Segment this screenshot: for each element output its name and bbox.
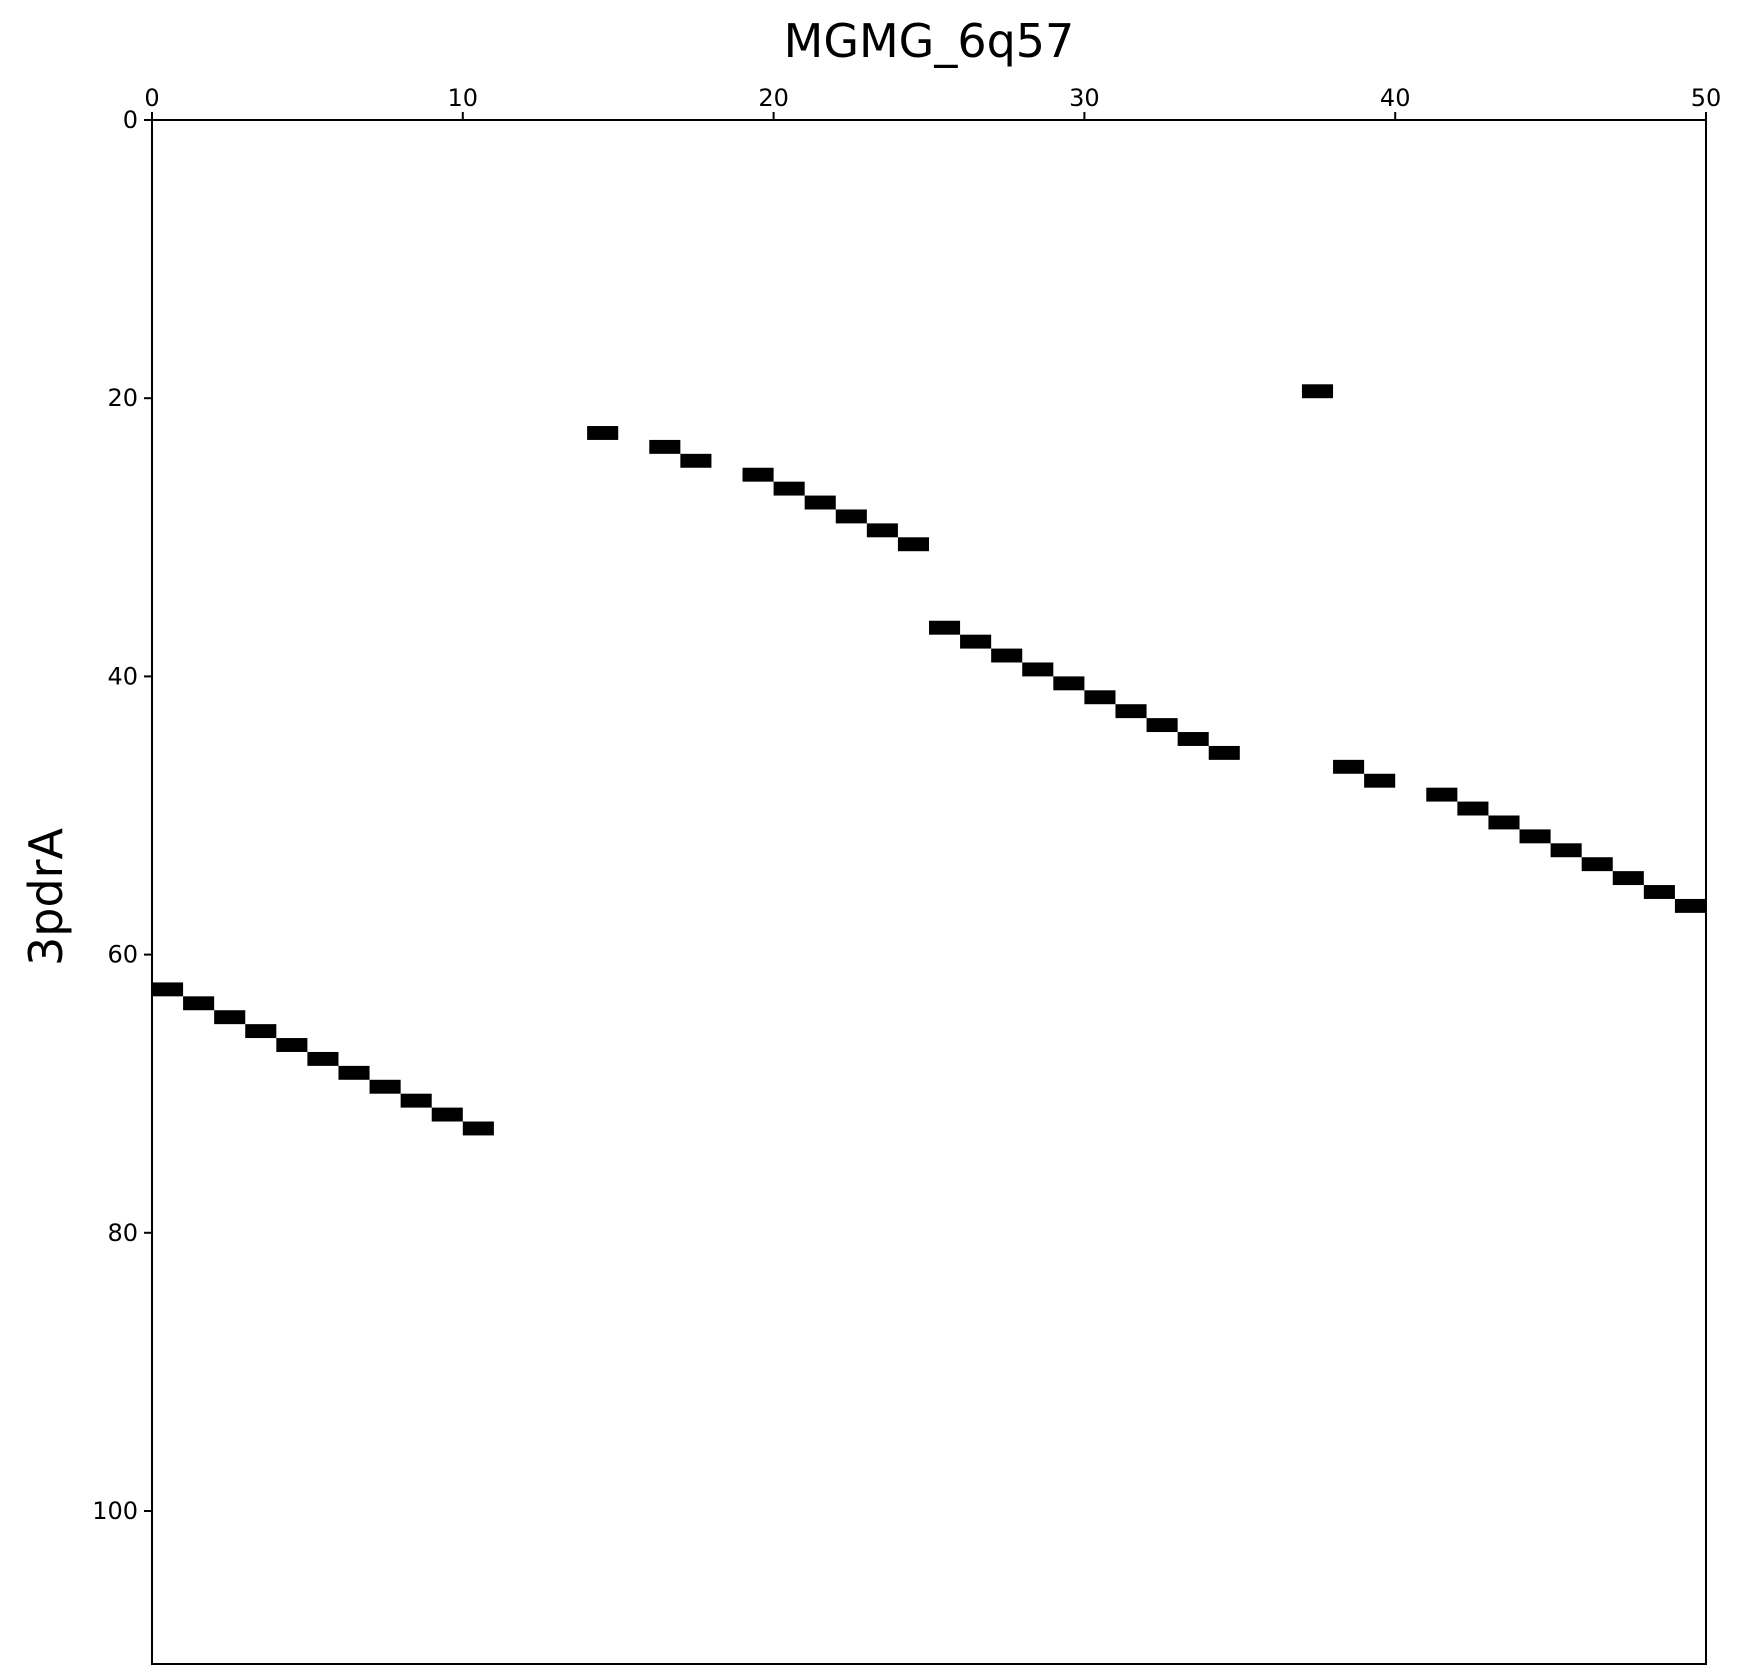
y-tick-label: 60 — [107, 941, 138, 969]
contact-cell — [1084, 690, 1116, 705]
contact-cell — [369, 1079, 401, 1094]
x-tick-label: 0 — [144, 84, 159, 112]
x-tick-label: 40 — [1380, 84, 1411, 112]
plot-frame — [151, 119, 1707, 1665]
x-tick-label: 10 — [448, 84, 479, 112]
contact-cell — [587, 426, 619, 440]
contact-cell — [1488, 815, 1520, 830]
contact-cell — [804, 495, 836, 510]
contact-cell — [835, 509, 867, 524]
y-axis-label: 3pdrA — [19, 827, 73, 966]
contact-cell — [183, 996, 215, 1011]
contact-cell — [245, 1024, 277, 1039]
contact-cell — [1208, 745, 1240, 760]
contact-cell — [991, 648, 1023, 663]
y-tick-label: 80 — [107, 1219, 138, 1247]
contact-cell — [680, 453, 712, 468]
y-tick-label: 0 — [123, 106, 138, 134]
contact-cell — [1022, 662, 1054, 677]
contact-cell — [866, 523, 898, 538]
contact-cell — [1612, 871, 1644, 886]
contact-cell — [1550, 843, 1582, 858]
contact-cell — [1053, 676, 1085, 691]
contact-cell — [1364, 773, 1396, 788]
contact-cell — [1146, 718, 1178, 733]
chart-title: MGMG_6q57 — [784, 14, 1075, 68]
contact-cell — [1333, 759, 1365, 774]
contact-cell — [338, 1065, 370, 1080]
contact-cell — [1301, 384, 1334, 399]
contact-cell — [960, 634, 992, 649]
contact-cell — [1457, 801, 1489, 816]
contact-cell — [1674, 898, 1706, 913]
x-tick-label: 30 — [1069, 84, 1100, 112]
x-tick-label: 20 — [758, 84, 789, 112]
contact-cell — [400, 1093, 432, 1108]
contact-cell — [307, 1051, 339, 1066]
contact-cell — [773, 481, 805, 496]
contact-cell — [276, 1038, 308, 1052]
contact-cell — [1426, 787, 1458, 802]
contact-cell — [1519, 829, 1551, 844]
x-tick-label: 50 — [1691, 84, 1722, 112]
ticks-layer: 0 10 20 30 40 50 0 20 40 60 80 100 — [92, 84, 1721, 1525]
contact-cell — [742, 467, 774, 482]
contact-cell — [1177, 732, 1209, 746]
contact-cell — [929, 620, 961, 635]
contact-cell — [649, 439, 681, 454]
contact-cell — [431, 1107, 463, 1122]
contact-cell — [214, 1010, 246, 1025]
contact-cell — [1643, 885, 1675, 899]
contact-cell — [1581, 857, 1613, 872]
contact-cell — [462, 1121, 494, 1136]
y-tick-label: 20 — [107, 384, 138, 412]
y-tick-label: 100 — [92, 1497, 138, 1525]
cells-layer — [152, 384, 1706, 1136]
contact-cell — [897, 537, 929, 552]
contact-cell — [152, 982, 184, 997]
contact-cell — [1115, 704, 1147, 719]
y-tick-label: 40 — [107, 662, 138, 690]
